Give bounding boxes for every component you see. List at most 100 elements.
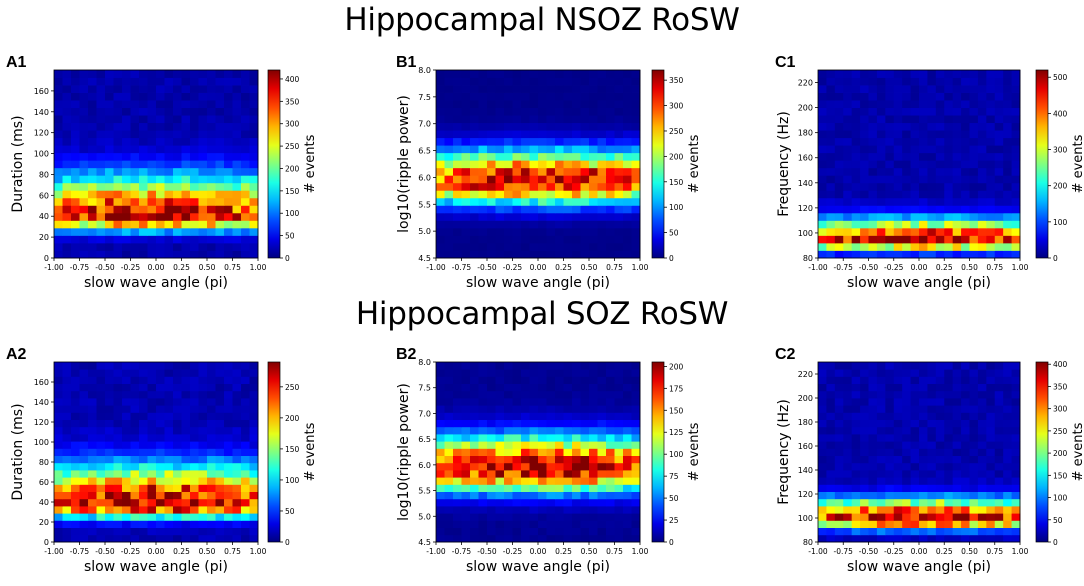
heatmap-cell xyxy=(843,419,853,428)
heatmap-cell xyxy=(597,85,607,93)
heatmap-cell xyxy=(96,455,106,464)
heatmap-cell xyxy=(113,220,123,229)
heatmap-cell xyxy=(986,167,996,176)
heatmap-cell xyxy=(79,250,89,259)
heatmap-cell xyxy=(623,212,632,221)
heatmap-cell xyxy=(1011,484,1021,492)
heatmap-cell xyxy=(113,455,123,464)
heatmap-cell xyxy=(198,190,208,199)
heatmap-cell xyxy=(436,513,445,521)
heatmap-cell xyxy=(818,212,827,221)
heatmap-cell xyxy=(538,412,547,420)
heatmap-cell xyxy=(952,107,962,116)
heatmap-cell xyxy=(572,130,581,139)
panel-C1: C1 -1.00 -0.75 -0.50 -0.25 0.00 0.25 0.50 0.75 1… xyxy=(722,50,1084,300)
heatmap-cell xyxy=(478,100,488,108)
x-tick-label: -0.75 xyxy=(452,263,472,272)
heatmap-cell xyxy=(868,250,878,259)
heatmap-cell xyxy=(71,160,80,169)
heatmap-cell xyxy=(487,390,496,399)
heatmap-cell xyxy=(198,520,208,528)
heatmap-cell xyxy=(843,362,853,370)
heatmap-cell xyxy=(885,534,895,543)
heatmap-cell xyxy=(893,369,903,377)
heatmap-cell xyxy=(1003,405,1012,413)
heatmap-cell xyxy=(961,513,970,521)
heatmap-cell xyxy=(224,220,233,229)
heatmap-cell xyxy=(851,498,861,507)
heatmap-cell xyxy=(969,419,979,428)
heatmap-cell xyxy=(977,197,987,206)
heatmap-cell xyxy=(876,250,886,259)
heatmap-cell xyxy=(156,462,165,471)
heatmap-cell xyxy=(453,85,462,93)
heatmap-cell xyxy=(521,412,530,420)
heatmap-cell xyxy=(885,205,895,214)
heatmap-cell xyxy=(597,441,607,449)
heatmap-cell xyxy=(1011,220,1021,229)
heatmap-cell xyxy=(961,212,970,221)
heatmap-cell xyxy=(487,419,496,428)
heatmap-cell xyxy=(130,448,140,456)
heatmap-cell xyxy=(130,441,140,449)
heatmap-cell xyxy=(876,520,886,528)
heatmap-cell xyxy=(181,85,191,93)
heatmap-cell xyxy=(944,167,954,176)
heatmap-cell xyxy=(453,122,462,131)
heatmap-cell xyxy=(606,70,615,78)
heatmap-cell xyxy=(876,527,886,536)
x-tick-label: -1.00 xyxy=(44,547,64,556)
heatmap-cell xyxy=(444,250,454,259)
heatmap-cell xyxy=(563,462,573,471)
heatmap-cell xyxy=(54,250,63,259)
heatmap-cell xyxy=(156,152,165,161)
heatmap-cell xyxy=(546,520,556,528)
heatmap-cell xyxy=(969,498,979,507)
heatmap-cell xyxy=(232,137,242,146)
heatmap-cell xyxy=(572,137,581,146)
heatmap-cell xyxy=(555,491,564,500)
heatmap-cell xyxy=(538,441,547,449)
heatmap-cell xyxy=(597,137,607,146)
heatmap-cell xyxy=(969,455,979,464)
heatmap-cell xyxy=(893,455,903,464)
heatmap-cell xyxy=(961,362,970,370)
heatmap-cell xyxy=(190,426,199,435)
heatmap-cell xyxy=(843,470,853,478)
colorbar-label: # events xyxy=(303,134,318,193)
heatmap-cell xyxy=(623,175,632,184)
heatmap-cell xyxy=(241,498,250,507)
heatmap-cell xyxy=(614,412,624,420)
y-tick-label: 5.5 xyxy=(418,487,431,496)
heatmap-cell xyxy=(181,137,191,146)
heatmap-cell xyxy=(173,506,182,514)
heatmap-cell xyxy=(130,212,140,221)
heatmap-cell xyxy=(504,190,513,199)
heatmap-cell xyxy=(504,369,513,377)
heatmap-cell xyxy=(529,175,539,184)
heatmap-cell xyxy=(969,100,979,108)
heatmap-cell xyxy=(164,527,174,536)
heatmap-cell xyxy=(868,376,878,384)
heatmap-cell xyxy=(521,405,530,413)
heatmap-cell xyxy=(860,152,869,161)
heatmap-cell xyxy=(910,190,920,199)
heatmap-cell xyxy=(241,70,250,78)
x-tick-label: 0.50 xyxy=(961,263,978,272)
heatmap-cell xyxy=(436,434,445,442)
heatmap-cell xyxy=(935,130,945,139)
heatmap-cell xyxy=(1011,100,1021,108)
heatmap-cell xyxy=(893,160,903,169)
heatmap-cell xyxy=(495,250,505,259)
heatmap-cell xyxy=(181,412,191,420)
heatmap-cell xyxy=(597,77,607,86)
heatmap-cell xyxy=(935,167,945,176)
heatmap-cell xyxy=(241,137,250,146)
heatmap-cell xyxy=(79,182,89,191)
heatmap-cell xyxy=(122,477,131,485)
heatmap-cell xyxy=(546,369,556,377)
heatmap-cell xyxy=(589,390,598,399)
heatmap-cell xyxy=(868,513,878,521)
heatmap-cell xyxy=(986,145,996,154)
heatmap-cell xyxy=(105,462,114,471)
